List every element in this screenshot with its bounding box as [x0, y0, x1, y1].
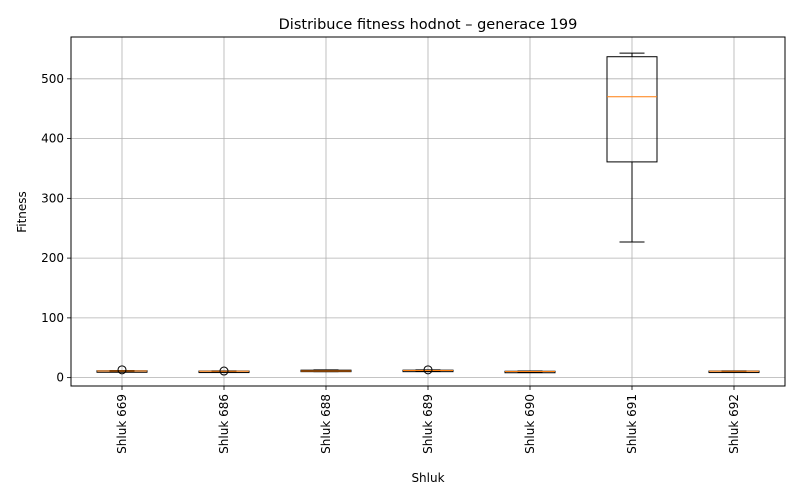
outlier-point: [219, 366, 229, 376]
grid-lines: [71, 37, 785, 386]
y-tick-label: 500: [41, 72, 64, 86]
box-plots: [96, 52, 760, 376]
x-tick-label: Shluk 669: [115, 394, 129, 454]
box-7: [708, 370, 760, 374]
y-tick-label: 100: [41, 311, 64, 325]
box-6: [606, 52, 658, 243]
y-tick-label: 200: [41, 251, 64, 265]
x-tick-label: Shluk 691: [625, 394, 639, 454]
box-2: [198, 366, 250, 376]
x-tick-label: Shluk 690: [523, 394, 537, 454]
x-tick-label: Shluk 688: [319, 394, 333, 454]
axis-ticks: 0 100 200 300 400 500 Shluk 669 Shluk 686 Shluk …: [41, 72, 741, 454]
outlier-point: [423, 365, 433, 375]
y-axis-label: Fitness: [15, 191, 29, 233]
box-3: [300, 369, 352, 373]
outlier-point: [117, 365, 127, 375]
chart-title: Distribuce fitness hodnot – generace 199: [279, 17, 578, 33]
y-tick-label: 0: [56, 371, 64, 385]
y-tick-label: 300: [41, 191, 64, 205]
y-tick-label: 400: [41, 132, 64, 146]
box-4: [402, 365, 454, 375]
x-tick-label: Shluk 686: [217, 394, 231, 454]
x-tick-label: Shluk 689: [421, 394, 435, 454]
x-tick-label: Shluk 692: [727, 394, 741, 454]
box-1: [96, 365, 148, 375]
x-axis-label: Shluk: [411, 471, 444, 485]
box-iqr: [606, 56, 658, 163]
box-5: [504, 370, 556, 374]
